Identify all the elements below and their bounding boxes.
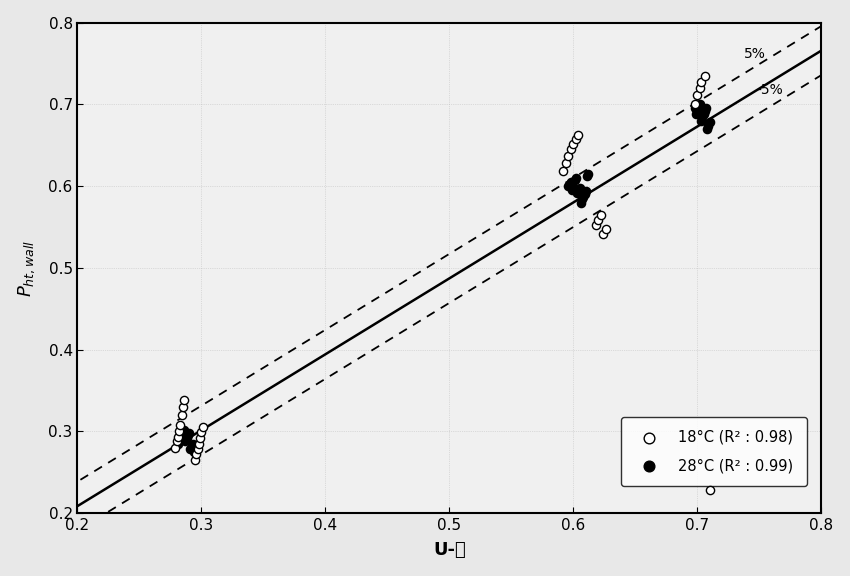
28°C (R² : 0.99): (0.6, 0.598): 0.99): (0.6, 0.598) bbox=[567, 183, 581, 192]
18°C (R² : 0.98): (0.298, 0.285): 0.98): (0.298, 0.285) bbox=[192, 439, 206, 448]
28°C (R² : 0.99): (0.29, 0.298): 0.99): (0.29, 0.298) bbox=[182, 429, 196, 438]
28°C (R² : 0.99): (0.702, 0.7): 0.99): (0.702, 0.7) bbox=[693, 100, 706, 109]
28°C (R² : 0.99): (0.705, 0.688): 0.99): (0.705, 0.688) bbox=[697, 109, 711, 119]
18°C (R² : 0.98): (0.3, 0.299): 0.98): (0.3, 0.299) bbox=[195, 427, 208, 437]
28°C (R² : 0.99): (0.709, 0.674): 0.99): (0.709, 0.674) bbox=[701, 121, 715, 130]
28°C (R² : 0.99): (0.605, 0.598): 0.99): (0.605, 0.598) bbox=[573, 183, 586, 192]
28°C (R² : 0.99): (0.598, 0.605): 0.99): (0.598, 0.605) bbox=[564, 177, 578, 187]
18°C (R² : 0.98): (0.594, 0.628): 0.98): (0.594, 0.628) bbox=[559, 158, 573, 168]
28°C (R² : 0.99): (0.704, 0.684): 0.99): (0.704, 0.684) bbox=[695, 113, 709, 122]
28°C (R² : 0.99): (0.285, 0.299): 0.99): (0.285, 0.299) bbox=[176, 427, 190, 437]
28°C (R² : 0.99): (0.612, 0.615): 0.99): (0.612, 0.615) bbox=[581, 169, 595, 179]
18°C (R² : 0.98): (0.28, 0.288): 0.98): (0.28, 0.288) bbox=[170, 437, 184, 446]
28°C (R² : 0.99): (0.602, 0.61): 0.99): (0.602, 0.61) bbox=[569, 173, 582, 183]
18°C (R² : 0.98): (0.285, 0.33): 0.98): (0.285, 0.33) bbox=[176, 402, 190, 411]
18°C (R² : 0.98): (0.624, 0.542): 0.98): (0.624, 0.542) bbox=[597, 229, 610, 238]
28°C (R² : 0.99): (0.698, 0.695): 0.99): (0.698, 0.695) bbox=[688, 104, 701, 113]
18°C (R² : 0.98): (0.282, 0.3): 0.98): (0.282, 0.3) bbox=[173, 427, 186, 436]
28°C (R² : 0.99): (0.603, 0.592): 0.99): (0.603, 0.592) bbox=[570, 188, 584, 198]
18°C (R² : 0.98): (0.297, 0.278): 0.98): (0.297, 0.278) bbox=[191, 445, 205, 454]
18°C (R² : 0.98): (0.299, 0.292): 0.98): (0.299, 0.292) bbox=[194, 433, 207, 442]
28°C (R² : 0.99): (0.706, 0.692): 0.99): (0.706, 0.692) bbox=[698, 107, 711, 116]
28°C (R² : 0.99): (0.283, 0.292): 0.99): (0.283, 0.292) bbox=[173, 433, 187, 442]
Text: -5%: -5% bbox=[756, 83, 784, 97]
28°C (R² : 0.99): (0.707, 0.696): 0.99): (0.707, 0.696) bbox=[700, 103, 713, 112]
28°C (R² : 0.99): (0.703, 0.68): 0.99): (0.703, 0.68) bbox=[694, 116, 708, 126]
28°C (R² : 0.99): (0.701, 0.696): 0.99): (0.701, 0.696) bbox=[692, 103, 706, 112]
28°C (R² : 0.99): (0.597, 0.602): 0.99): (0.597, 0.602) bbox=[563, 180, 576, 189]
18°C (R² : 0.98): (0.281, 0.293): 0.98): (0.281, 0.293) bbox=[171, 433, 184, 442]
18°C (R² : 0.98): (0.7, 0.712): 0.98): (0.7, 0.712) bbox=[690, 90, 704, 99]
X-axis label: U-値: U-値 bbox=[433, 541, 466, 559]
18°C (R² : 0.98): (0.301, 0.305): 0.98): (0.301, 0.305) bbox=[196, 423, 209, 432]
28°C (R² : 0.99): (0.289, 0.295): 0.99): (0.289, 0.295) bbox=[181, 431, 195, 440]
Legend: 18°C (R² : 0.98), 28°C (R² : 0.99): 18°C (R² : 0.98), 28°C (R² : 0.99) bbox=[621, 417, 807, 486]
18°C (R² : 0.98): (0.295, 0.265): 0.98): (0.295, 0.265) bbox=[189, 456, 202, 465]
18°C (R² : 0.98): (0.626, 0.548): 0.98): (0.626, 0.548) bbox=[598, 224, 612, 233]
28°C (R² : 0.99): (0.608, 0.587): 0.99): (0.608, 0.587) bbox=[576, 192, 590, 202]
28°C (R² : 0.99): (0.293, 0.285): 0.99): (0.293, 0.285) bbox=[186, 439, 200, 448]
18°C (R² : 0.98): (0.6, 0.652): 0.98): (0.6, 0.652) bbox=[567, 139, 581, 148]
28°C (R² : 0.99): (0.282, 0.288): 0.99): (0.282, 0.288) bbox=[173, 437, 186, 446]
18°C (R² : 0.98): (0.284, 0.32): 0.98): (0.284, 0.32) bbox=[175, 411, 189, 420]
28°C (R² : 0.99): (0.599, 0.595): 0.99): (0.599, 0.595) bbox=[565, 185, 579, 195]
18°C (R² : 0.98): (0.602, 0.658): 0.98): (0.602, 0.658) bbox=[569, 134, 582, 143]
18°C (R² : 0.98): (0.698, 0.7): 0.98): (0.698, 0.7) bbox=[688, 100, 701, 109]
28°C (R² : 0.99): (0.291, 0.278): 0.99): (0.291, 0.278) bbox=[184, 445, 197, 454]
18°C (R² : 0.98): (0.618, 0.552): 0.98): (0.618, 0.552) bbox=[589, 221, 603, 230]
28°C (R² : 0.99): (0.287, 0.288): 0.99): (0.287, 0.288) bbox=[178, 437, 192, 446]
28°C (R² : 0.99): (0.611, 0.612): 0.99): (0.611, 0.612) bbox=[581, 172, 594, 181]
18°C (R² : 0.98): (0.596, 0.637): 0.98): (0.596, 0.637) bbox=[562, 151, 575, 161]
28°C (R² : 0.99): (0.292, 0.282): 0.99): (0.292, 0.282) bbox=[184, 441, 198, 450]
28°C (R² : 0.99): (0.601, 0.608): 0.99): (0.601, 0.608) bbox=[568, 175, 581, 184]
18°C (R² : 0.98): (0.71, 0.228): 0.98): (0.71, 0.228) bbox=[703, 486, 717, 495]
28°C (R² : 0.99): (0.7, 0.692): 0.99): (0.7, 0.692) bbox=[690, 107, 704, 116]
Y-axis label: $P_{ht,wall}$: $P_{ht,wall}$ bbox=[17, 239, 37, 297]
28°C (R² : 0.99): (0.288, 0.292): 0.99): (0.288, 0.292) bbox=[180, 433, 194, 442]
28°C (R² : 0.99): (0.71, 0.678): 0.99): (0.71, 0.678) bbox=[703, 118, 717, 127]
28°C (R² : 0.99): (0.606, 0.58): 0.99): (0.606, 0.58) bbox=[574, 198, 587, 207]
28°C (R² : 0.99): (0.604, 0.595): 0.99): (0.604, 0.595) bbox=[571, 185, 585, 195]
18°C (R² : 0.98): (0.279, 0.28): 0.98): (0.279, 0.28) bbox=[168, 443, 182, 452]
Text: 5%: 5% bbox=[745, 47, 767, 60]
18°C (R² : 0.98): (0.598, 0.645): 0.98): (0.598, 0.645) bbox=[564, 145, 578, 154]
28°C (R² : 0.99): (0.596, 0.6): 0.99): (0.596, 0.6) bbox=[562, 181, 575, 191]
28°C (R² : 0.99): (0.286, 0.302): 0.99): (0.286, 0.302) bbox=[178, 425, 191, 434]
28°C (R² : 0.99): (0.609, 0.59): 0.99): (0.609, 0.59) bbox=[578, 190, 592, 199]
18°C (R² : 0.98): (0.703, 0.728): 0.98): (0.703, 0.728) bbox=[694, 77, 708, 86]
28°C (R² : 0.99): (0.281, 0.284): 0.99): (0.281, 0.284) bbox=[171, 440, 184, 449]
18°C (R² : 0.98): (0.296, 0.272): 0.98): (0.296, 0.272) bbox=[190, 450, 203, 459]
18°C (R² : 0.98): (0.62, 0.558): 0.98): (0.62, 0.558) bbox=[592, 216, 605, 225]
28°C (R² : 0.99): (0.708, 0.67): 0.99): (0.708, 0.67) bbox=[700, 124, 714, 134]
18°C (R² : 0.98): (0.286, 0.338): 0.98): (0.286, 0.338) bbox=[178, 396, 191, 405]
28°C (R² : 0.99): (0.699, 0.688): 0.99): (0.699, 0.688) bbox=[689, 109, 703, 119]
18°C (R² : 0.98): (0.622, 0.565): 0.98): (0.622, 0.565) bbox=[594, 210, 608, 219]
18°C (R² : 0.98): (0.283, 0.308): 0.98): (0.283, 0.308) bbox=[173, 420, 187, 430]
28°C (R² : 0.99): (0.61, 0.594): 0.99): (0.61, 0.594) bbox=[579, 187, 592, 196]
28°C (R² : 0.99): (0.607, 0.584): 0.99): (0.607, 0.584) bbox=[575, 195, 589, 204]
18°C (R² : 0.98): (0.702, 0.72): 0.98): (0.702, 0.72) bbox=[693, 84, 706, 93]
18°C (R² : 0.98): (0.706, 0.735): 0.98): (0.706, 0.735) bbox=[698, 71, 711, 81]
18°C (R² : 0.98): (0.592, 0.618): 0.98): (0.592, 0.618) bbox=[557, 167, 570, 176]
28°C (R² : 0.99): (0.294, 0.275): 0.99): (0.294, 0.275) bbox=[187, 447, 201, 456]
18°C (R² : 0.98): (0.604, 0.663): 0.98): (0.604, 0.663) bbox=[571, 130, 585, 139]
28°C (R² : 0.99): (0.284, 0.295): 0.99): (0.284, 0.295) bbox=[175, 431, 189, 440]
